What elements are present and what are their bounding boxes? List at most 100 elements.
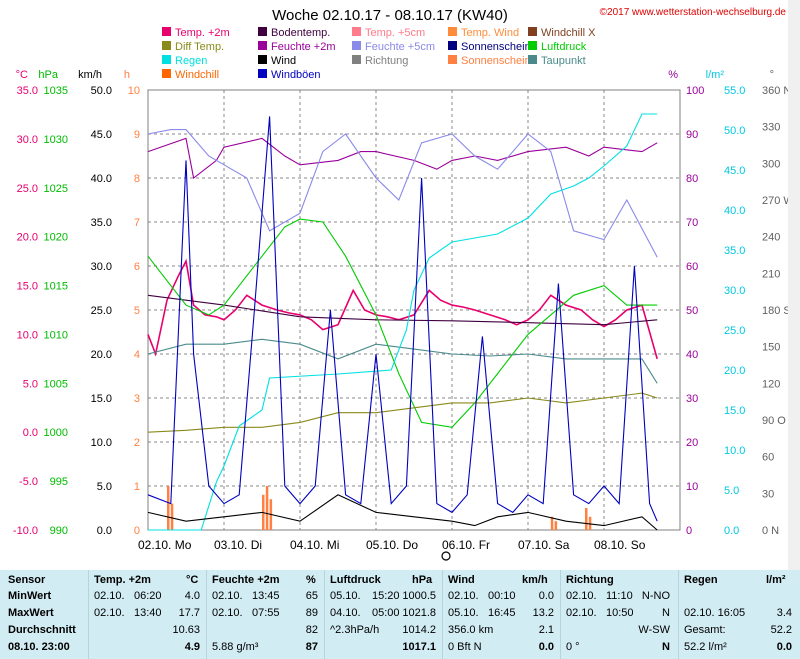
table-row: Durchschnitt 10.63 82 ^2.3hPa/h 1014.2 356.0 … [0,623,800,638]
axis-tick-label: 55.0 [724,85,745,97]
axis-tick-label: 50.0 [724,125,745,137]
axis-tick-label: 20.0 [17,232,38,244]
col-wind-unit: km/h [522,574,548,586]
table-cell-d_date: 02.10. [566,607,597,619]
axis-unit: km/h [78,69,102,81]
table-cell-r_label: 02.10. 16:05 [684,607,746,619]
axis-tick-label: 20.0 [724,365,745,377]
sunshine-bar [167,486,170,530]
axis-tick-label: 150 [762,342,780,354]
axis-tick-label: 360 N [762,85,791,97]
axis-tick-label: 0 [686,525,692,537]
axis-tick-label: 1025 [44,183,68,195]
axis-tick-label: 35.0 [17,85,38,97]
x-tick-label: 05.10. Do [366,538,418,552]
legend-label: Luftdruck [541,41,587,53]
axis-tick-label: 0.0 [97,525,112,537]
table-cell-r_label: 52.2 l/m² [684,641,727,653]
legend-swatch [162,69,171,78]
legend-label: Feuchte +2m [271,41,336,53]
axis-tick-label: 0 N [762,525,779,537]
weather-chart: Woche 02.10.17 - 08.10.17 (KW40) ©2017 ww… [13,7,794,561]
legend-swatch [162,55,171,64]
legend-label: Sonnenschein [461,41,531,53]
axis-tick-label: 45.0 [91,129,112,141]
table-cell-h_date: 02.10. [212,607,243,619]
sunshine-bar [265,486,269,530]
legend-swatch [258,41,267,50]
axis-unit: % [668,69,678,81]
sunshine-bar [550,516,554,530]
legend-swatch [528,27,537,36]
series-line [147,116,658,522]
series-line [147,392,658,433]
table-cell-t_val: 10.63 [172,624,200,636]
table-cell-w_date: 05.10. [448,607,479,619]
series-line [147,258,658,360]
series-line [147,218,658,428]
axis-tick-label: 1010 [44,329,68,341]
legend-swatch [528,41,537,50]
axis-tick-label: 1000 [44,427,68,439]
table-cell-w_date: 0 Bft N [448,641,482,653]
col-press: Luftdruck [330,574,381,586]
legend-swatch [528,55,537,64]
x-tick-label: 08.10. So [594,538,646,552]
legend-swatch [448,41,457,50]
col-temp: Temp. +2m [94,574,151,586]
table-cell-d_val: N [662,641,670,653]
axis-tick-label: 180 S [762,305,791,317]
table-cell-w_val: 0.0 [538,641,554,653]
axis-tick-label: 270 W [762,195,794,207]
table-cell-t_date: 02.10. [94,590,125,602]
axis-tick-label: 35.0 [724,245,745,257]
axis-tick-label: 2 [134,437,140,449]
table-cell-p_time: 05:00 [372,607,400,619]
table-cell-p_date: 05.10. [330,590,361,602]
legend-swatch [162,27,171,36]
table-row: MinWert 02.10. 06:20 4.0 02.10. 13:45 65 05.10.… [0,589,800,604]
table-cell-label: MaxWert [8,607,54,619]
table-cell-p_date: 04.10. [330,607,361,619]
axis-tick-label: 15.0 [724,405,745,417]
table-cell-r_label: Gesamt: [684,624,726,636]
table-row: 08.10. 23:00 4.9 5.88 g/m³ 87 1017.1 0 Bft N 0… [0,640,800,655]
legend-label: Windböen [271,69,321,81]
table-cell-d_val: N [662,607,670,619]
axis-tick-label: 0.0 [23,427,38,439]
table-cell-t_date: 02.10. [94,607,125,619]
axis-tick-label: 5 [134,305,140,317]
series-line [147,294,658,326]
axis-tick-label: 5.0 [724,485,739,497]
axis-tick-label: 1005 [44,378,68,390]
axis-unit: h [124,69,130,81]
col-dir: Richtung [566,574,614,586]
axis-tick-label: 1030 [44,134,68,146]
table-cell-w_time: 16:45 [488,607,516,619]
table-cell-label: 08.10. 23:00 [8,641,70,653]
axis-tick-label: 10.0 [91,437,112,449]
axis-tick-label: 0 [134,525,140,537]
axis-tick-label: 40.0 [724,205,745,217]
table-cell-h_val: 87 [305,641,318,653]
legend-label: Temp. Wind [461,27,519,39]
table-cell-w_val: 0.0 [538,590,554,602]
axis-tick-label: 1 [134,481,140,493]
table-cell-d_date: 0 ° [566,641,580,653]
legend-label: Feuchte +5cm [365,41,435,53]
axis-tick-label: 8 [134,173,140,185]
axis-tick-label: 9 [134,129,140,141]
axis-tick-label: 5.0 [23,378,38,390]
legend-label: Regen [175,55,207,67]
axis-tick-label: 4 [134,349,140,361]
table-cell-t_time: 06:20 [134,590,162,602]
axis-tick-label: 10.0 [17,329,38,341]
axis-tick-label: 0.0 [724,525,739,537]
axis-tick-label: 6 [134,261,140,273]
axis-tick-label: 5.0 [97,481,112,493]
legend-label: Sonnenschein [461,55,531,67]
legend-label: Wind [271,55,296,67]
legend-label: Richtung [365,55,408,67]
axis-tick-label: 30.0 [91,261,112,273]
axis-tick-label: 90 [686,129,698,141]
